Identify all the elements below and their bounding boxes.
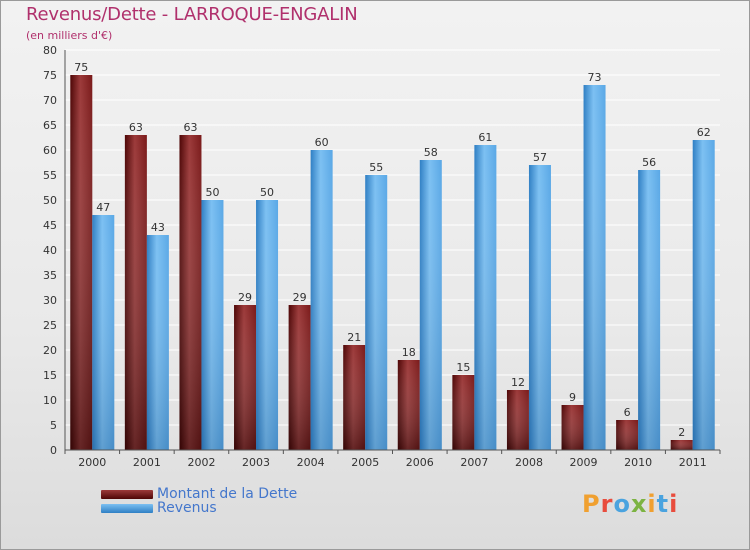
bar-shade-revenue — [419, 160, 442, 450]
data-label-revenue: 73 — [588, 71, 602, 84]
data-label-revenue: 61 — [478, 131, 492, 144]
y-tick-label: 40 — [43, 244, 57, 257]
y-tick-label: 10 — [43, 394, 57, 407]
logo-letter: t — [656, 490, 670, 518]
y-tick-label: 55 — [43, 169, 57, 182]
bar-shade-debt — [397, 360, 420, 450]
data-label-revenue: 43 — [151, 221, 165, 234]
y-tick-label: 0 — [50, 444, 57, 457]
bar-shade-revenue — [256, 200, 279, 450]
data-label-debt: 63 — [129, 121, 143, 134]
legend-swatch-revenue — [101, 503, 153, 513]
x-tick-label: 2011 — [679, 456, 707, 469]
data-label-debt: 63 — [183, 121, 197, 134]
y-tick-label: 20 — [43, 344, 57, 357]
proxiti-logo: Proxiti — [582, 490, 678, 518]
data-label-debt: 2 — [678, 426, 685, 439]
chart-title: Revenus/Dette - LARROQUE-ENGALIN — [26, 4, 358, 25]
data-label-revenue: 57 — [533, 151, 547, 164]
data-label-revenue: 50 — [260, 186, 274, 199]
data-label-debt: 9 — [569, 391, 576, 404]
legend-item-debt: Montant de la Dette — [101, 486, 297, 502]
bar-shade-debt — [179, 135, 202, 450]
y-tick-label: 15 — [43, 369, 57, 382]
bar-shade-revenue — [310, 150, 333, 450]
y-tick-label: 5 — [50, 419, 57, 432]
y-tick-label: 35 — [43, 269, 57, 282]
labels: 0 5 10 15 20 25 30 35 40 45 50 55 60 65 70 75 80 75 47 2000… — [43, 44, 711, 469]
bar-shade-debt — [234, 305, 257, 450]
data-label-debt: 75 — [74, 61, 88, 74]
logo-letter: o — [613, 490, 631, 518]
x-tick-label: 2010 — [624, 456, 652, 469]
data-label-revenue: 62 — [697, 126, 711, 139]
bar-shade-debt — [670, 440, 693, 450]
y-tick-label: 25 — [43, 319, 57, 332]
data-label-revenue: 55 — [369, 161, 383, 174]
data-label-debt: 15 — [456, 361, 470, 374]
bar-shade-debt — [452, 375, 475, 450]
y-tick-label: 70 — [43, 94, 57, 107]
x-tick-label: 2005 — [351, 456, 379, 469]
y-tick-label: 45 — [43, 219, 57, 232]
bar-shade-debt — [506, 390, 529, 450]
data-label-revenue: 47 — [96, 201, 110, 214]
data-label-debt: 18 — [402, 346, 416, 359]
bar-shade-revenue — [528, 165, 551, 450]
bar-shade-revenue — [692, 140, 715, 450]
grid-lines — [65, 49, 720, 451]
axes — [64, 50, 721, 454]
x-tick-label: 2001 — [133, 456, 161, 469]
y-tick-label: 80 — [43, 44, 57, 57]
logo-letter: x — [630, 490, 648, 518]
logo-letter: P — [582, 490, 601, 518]
bar-shade-revenue — [583, 85, 606, 450]
data-label-debt: 6 — [624, 406, 631, 419]
chart-subtitle: (en milliers d'€) — [26, 29, 113, 42]
logo-letter: i — [669, 490, 679, 518]
bar-shade-debt — [561, 405, 584, 450]
legend-swatch-debt — [101, 489, 153, 499]
data-label-revenue: 60 — [315, 136, 329, 149]
y-tick-label: 60 — [43, 144, 57, 157]
x-tick-label: 2006 — [406, 456, 434, 469]
bar-shade-revenue — [474, 145, 497, 450]
legend-label-revenue: Revenus — [157, 500, 217, 516]
data-label-debt: 29 — [293, 291, 307, 304]
data-label-revenue: 56 — [642, 156, 656, 169]
legend-label-debt: Montant de la Dette — [157, 486, 298, 502]
data-label-debt: 29 — [238, 291, 252, 304]
bar-shade-revenue — [365, 175, 388, 450]
x-tick-label: 2000 — [78, 456, 106, 469]
bar-shade-revenue — [638, 170, 661, 450]
bar-shade-revenue — [92, 215, 115, 450]
bar-shade-revenue — [146, 235, 169, 450]
bar-shade-debt — [288, 305, 311, 450]
bar-chart: 0 5 10 15 20 25 30 35 40 45 50 55 60 65 70 75 80 75 47 2000… — [43, 44, 721, 469]
y-tick-label: 30 — [43, 294, 57, 307]
x-tick-label: 2003 — [242, 456, 270, 469]
data-label-revenue: 50 — [205, 186, 219, 199]
y-tick-label: 50 — [43, 194, 57, 207]
data-label-debt: 12 — [511, 376, 525, 389]
bars — [70, 75, 715, 450]
bar-shade-revenue — [201, 200, 224, 450]
y-tick-label: 75 — [43, 69, 57, 82]
x-tick-label: 2008 — [515, 456, 543, 469]
bar-shade-debt — [124, 135, 147, 450]
bar-shade-debt — [70, 75, 93, 450]
x-tick-label: 2007 — [460, 456, 488, 469]
legend-item-revenue: Revenus — [101, 500, 217, 516]
x-tick-label: 2002 — [187, 456, 215, 469]
bar-shade-debt — [616, 420, 639, 450]
y-tick-label: 65 — [43, 119, 57, 132]
x-tick-label: 2009 — [570, 456, 598, 469]
x-tick-label: 2004 — [297, 456, 325, 469]
bar-shade-debt — [343, 345, 366, 450]
data-label-revenue: 58 — [424, 146, 438, 159]
logo-letter: r — [600, 490, 614, 518]
logo-letter: i — [647, 490, 657, 518]
data-label-debt: 21 — [347, 331, 361, 344]
